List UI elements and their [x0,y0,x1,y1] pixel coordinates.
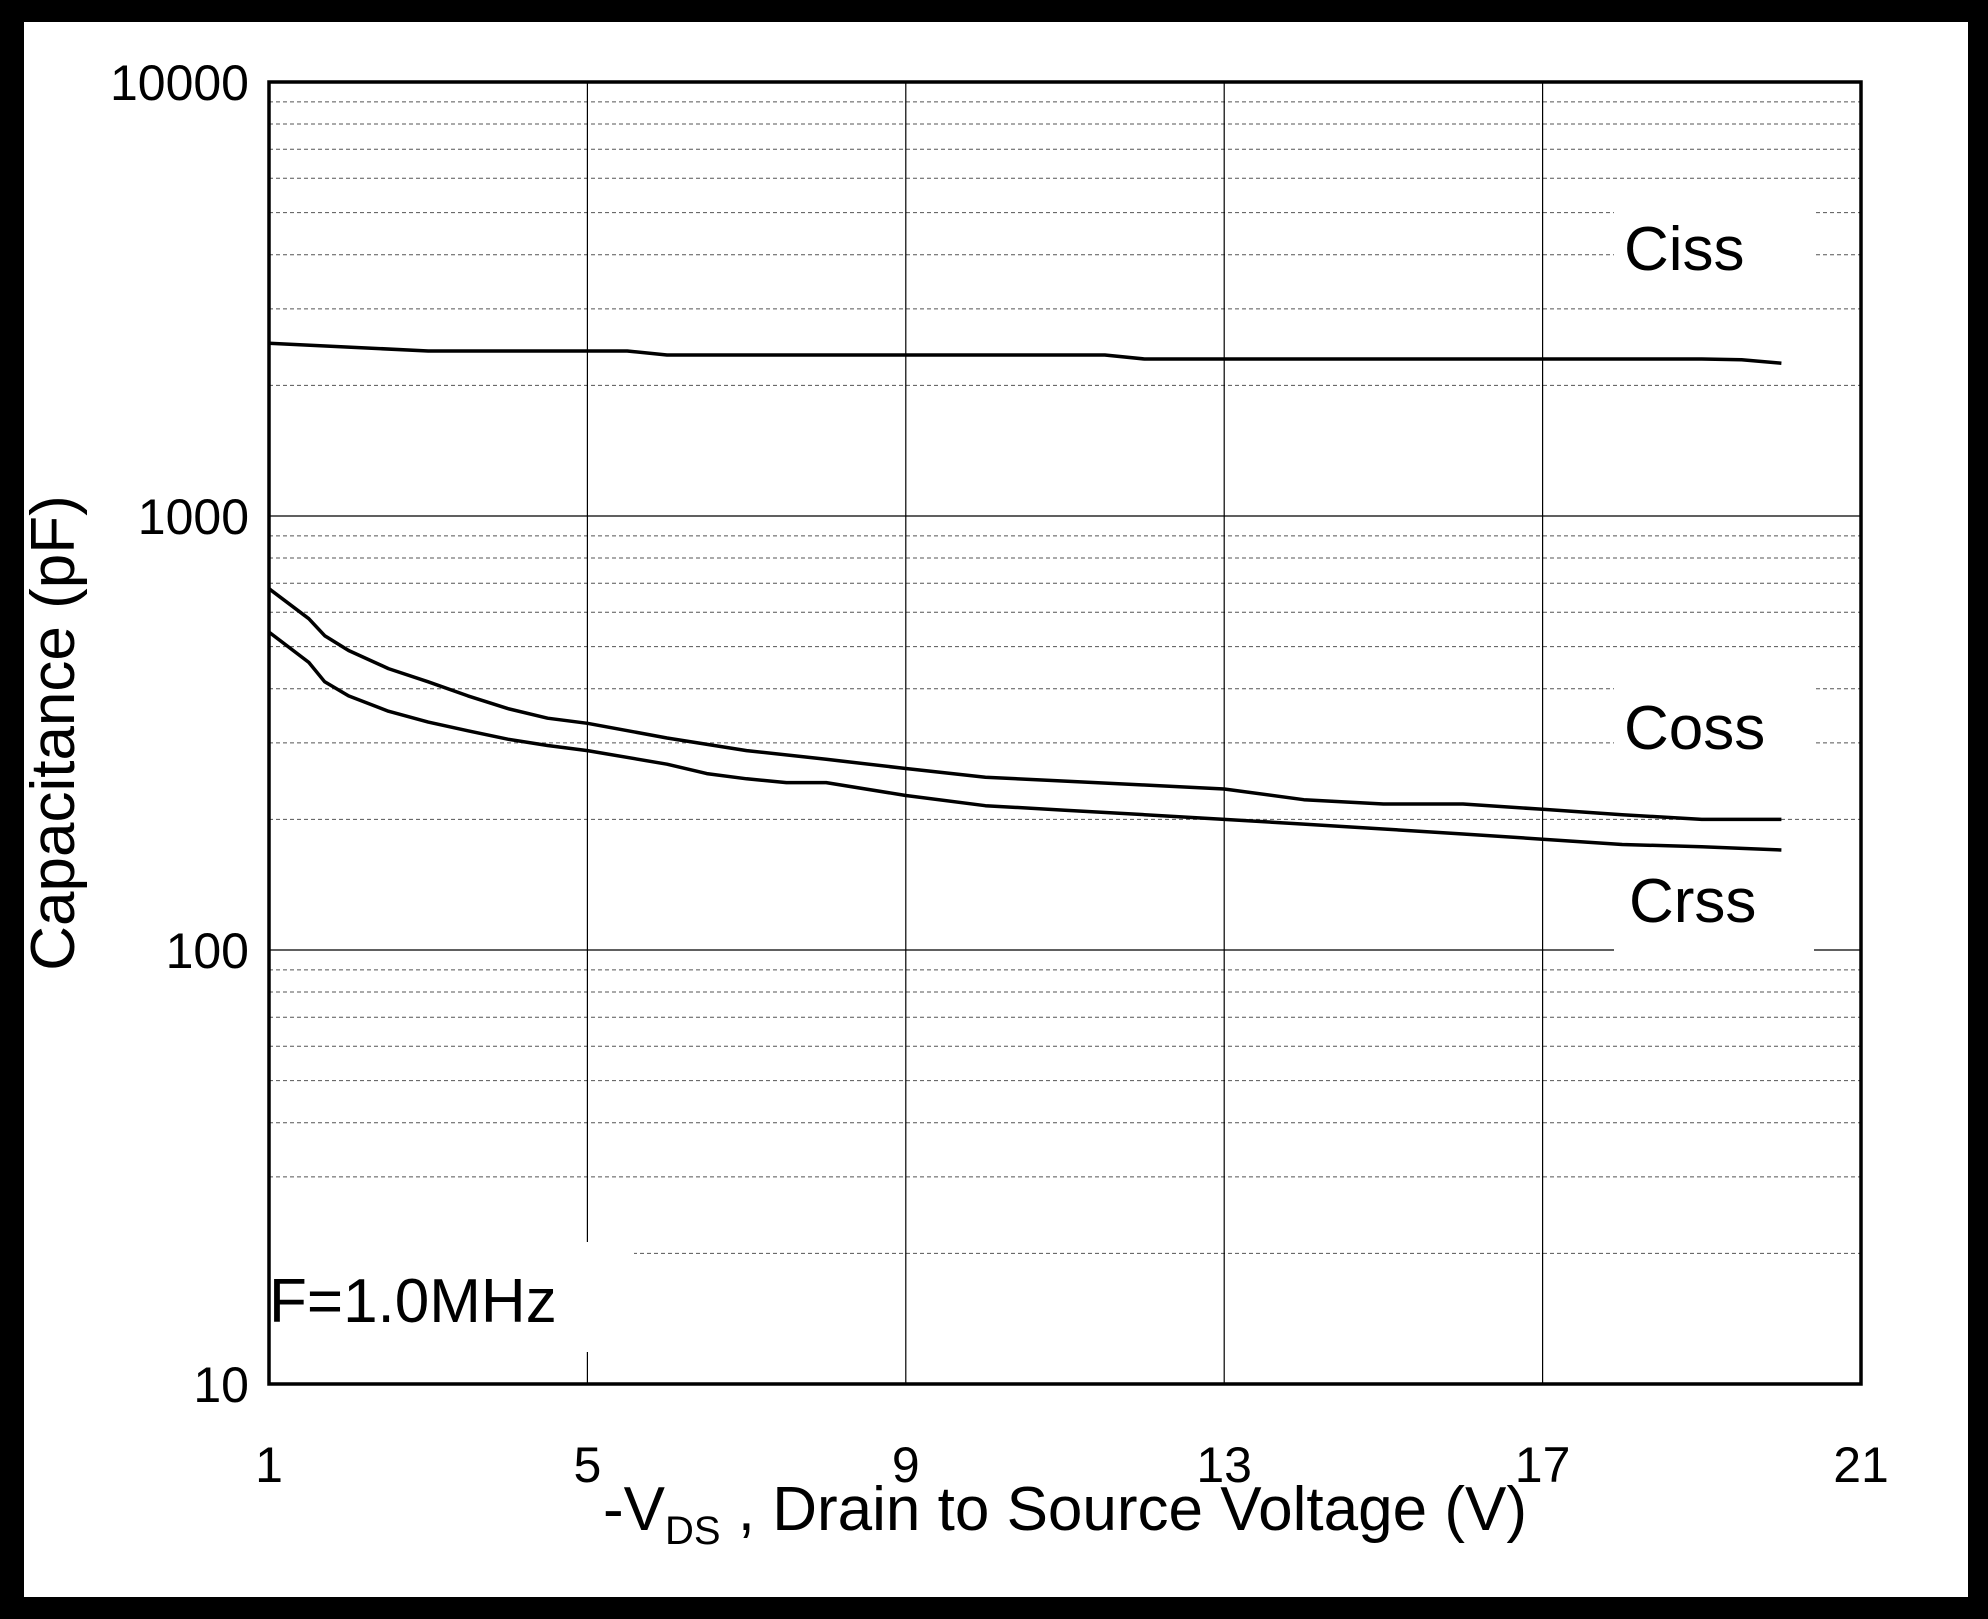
major-grid [269,82,1861,1384]
x-tick-label: 17 [1515,1437,1571,1493]
x-axis-title-subscript: DS [665,1509,721,1553]
annotation-bg [254,1242,634,1352]
series-line-crss [267,630,1782,852]
plot-border [267,80,1863,1386]
x-tick-label: 13 [1196,1437,1252,1493]
x-axis-title-suffix: , Drain to Source Voltage (V) [721,1475,1527,1544]
y-tick-label: 10 [193,1357,249,1413]
y-tick-label: 100 [166,923,249,979]
x-axis-title-prefix: -V [603,1475,666,1544]
y-tick-labels: 10 100 1000 10000 [110,55,249,1413]
ciss-label-bg [1614,197,1814,302]
frequency-annotation: F=1.0MHz [269,1267,557,1336]
chart-frame: 1 5 9 13 17 21 10 100 1000 10000 Capacit… [24,22,1968,1597]
series-line-coss [267,587,1782,822]
series-line-ciss [268,341,1782,365]
x-axis-title: -VDS , Drain to Source Voltage (V) [603,1475,1527,1553]
coss-label: Coss [1624,694,1765,763]
series-group [267,341,1782,852]
x-tick-labels: 1 5 9 13 17 21 [255,1437,1889,1493]
ciss-label: Ciss [1624,215,1745,284]
y-axis-title: Capacitance (pF) [24,495,88,971]
y-tick-label: 10000 [110,55,249,111]
minor-grid [269,101,1861,1254]
capacitance-chart: 1 5 9 13 17 21 10 100 1000 10000 Capacit… [24,55,1889,1553]
crss-label-bg [1614,847,1814,957]
coss-label-bg [1614,677,1814,777]
x-tick-label: 5 [573,1437,601,1493]
x-tick-label: 9 [892,1437,920,1493]
crss-label: Crss [1629,867,1756,936]
x-tick-label: 1 [255,1437,283,1493]
x-tick-label: 21 [1833,1437,1889,1493]
y-tick-label: 1000 [138,489,249,545]
